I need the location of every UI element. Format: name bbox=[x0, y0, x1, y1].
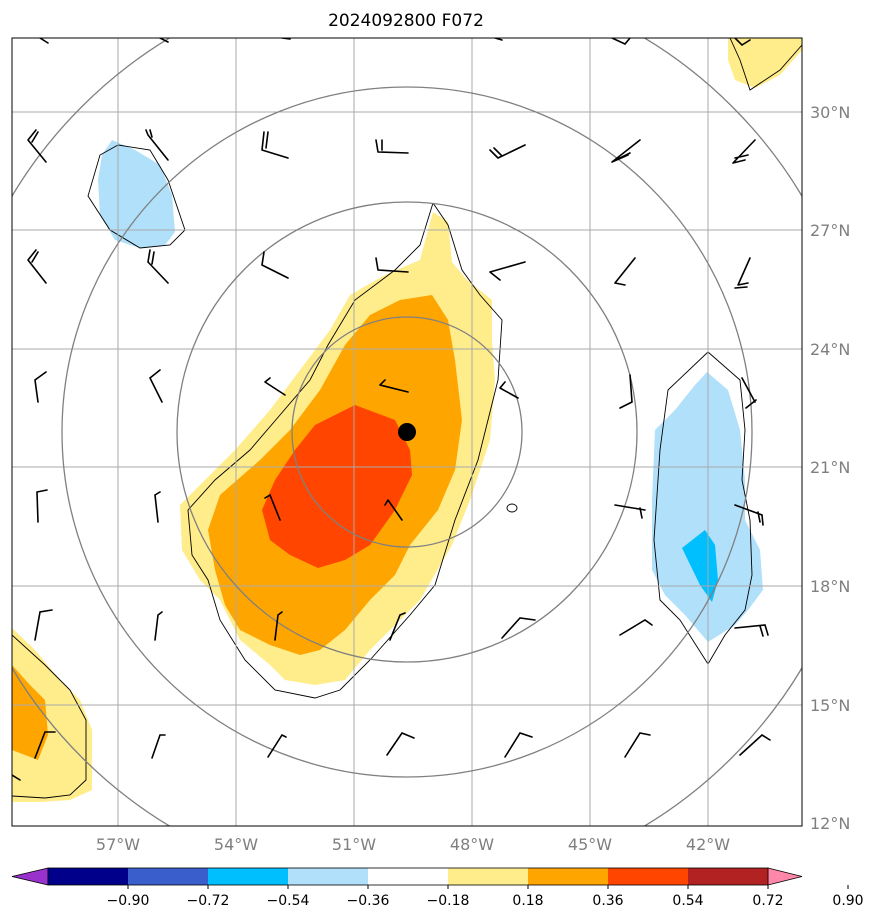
colorbar: −0.90 −0.72 −0.54 −0.36 −0.18 0.18 0.36 0.54 0.7… bbox=[11, 867, 864, 909]
range-ring-3 bbox=[61, 86, 753, 778]
contour-line-ne bbox=[729, 38, 802, 91]
colorbar-segment bbox=[448, 868, 529, 885]
contour-positive-sw bbox=[12, 628, 92, 802]
colorbar-tick-label: −0.36 bbox=[347, 893, 390, 909]
lon-tick: 54°W bbox=[214, 835, 258, 854]
range-rings bbox=[12, 38, 802, 826]
colorbar-segment bbox=[288, 868, 369, 885]
lon-tick: 45°W bbox=[568, 835, 612, 854]
lat-tick: 24°N bbox=[810, 340, 850, 359]
colorbar-segment bbox=[528, 868, 609, 885]
lat-tick: 15°N bbox=[810, 696, 850, 715]
lon-tick: 51°W bbox=[332, 835, 376, 854]
lat-tick-labels: 30°N 27°N 24°N 21°N 18°N 15°N 12°N bbox=[810, 103, 850, 833]
colorbar-segment bbox=[368, 868, 449, 885]
colorbar-tick-label: 0.36 bbox=[592, 893, 623, 909]
colorbar-segment bbox=[48, 868, 129, 885]
storm-center-marker bbox=[398, 423, 416, 441]
map-plot-area bbox=[12, 38, 802, 826]
colorbar-segment bbox=[208, 868, 289, 885]
lat-tick: 30°N bbox=[810, 103, 850, 122]
contour-small-circle bbox=[506, 503, 518, 513]
colorbar-extend-high bbox=[767, 867, 803, 886]
colorbar-tick-label: 0.72 bbox=[752, 893, 783, 909]
colorbar-tick-label: −0.72 bbox=[187, 893, 230, 909]
contour-line-east bbox=[653, 351, 753, 665]
contour-line-positive bbox=[187, 202, 503, 699]
lon-tick: 57°W bbox=[96, 835, 140, 854]
contour-line-sw bbox=[12, 634, 87, 799]
colorbar-segment bbox=[128, 868, 209, 885]
graticule bbox=[12, 38, 802, 826]
map-frame bbox=[11, 37, 803, 827]
contour-positive-ne bbox=[728, 38, 802, 88]
colorbar-segment bbox=[688, 868, 769, 885]
range-ring-2 bbox=[176, 201, 638, 663]
colorbar-segment bbox=[608, 868, 689, 885]
colorbar-tick-label: −0.90 bbox=[107, 893, 150, 909]
lat-tick: 21°N bbox=[810, 458, 850, 477]
lon-tick: 42°W bbox=[686, 835, 730, 854]
lat-tick: 18°N bbox=[810, 577, 850, 596]
contour-negative-nw bbox=[98, 140, 175, 248]
contour-fills bbox=[12, 38, 802, 802]
colorbar-tick-label: −0.18 bbox=[427, 893, 470, 909]
lat-tick: 27°N bbox=[810, 221, 850, 240]
contour-positive-inner bbox=[262, 405, 412, 568]
contour-line-nw bbox=[87, 144, 186, 249]
wind-barbs bbox=[12, 38, 771, 781]
lat-tick: 12°N bbox=[810, 814, 850, 833]
colorbar-tick-label: 0.90 bbox=[832, 893, 863, 909]
colorbar-tick-label: −0.54 bbox=[267, 893, 310, 909]
colorbar-tick-label: 0.54 bbox=[672, 893, 703, 909]
colorbar-extend-low bbox=[11, 867, 49, 886]
colorbar-frame bbox=[47, 867, 769, 886]
contour-positive-sw-mid bbox=[12, 665, 48, 760]
figure-title: 2024092800 F072 bbox=[328, 11, 484, 31]
colorbar-tick-label: 0.18 bbox=[512, 893, 543, 909]
contour-negative-east-inner bbox=[682, 530, 718, 602]
range-ring-1 bbox=[291, 316, 523, 548]
lon-tick-labels: 57°W 54°W 51°W 48°W 45°W 42°W bbox=[96, 835, 730, 854]
lon-tick: 48°W bbox=[450, 835, 494, 854]
contour-lines bbox=[12, 38, 802, 799]
